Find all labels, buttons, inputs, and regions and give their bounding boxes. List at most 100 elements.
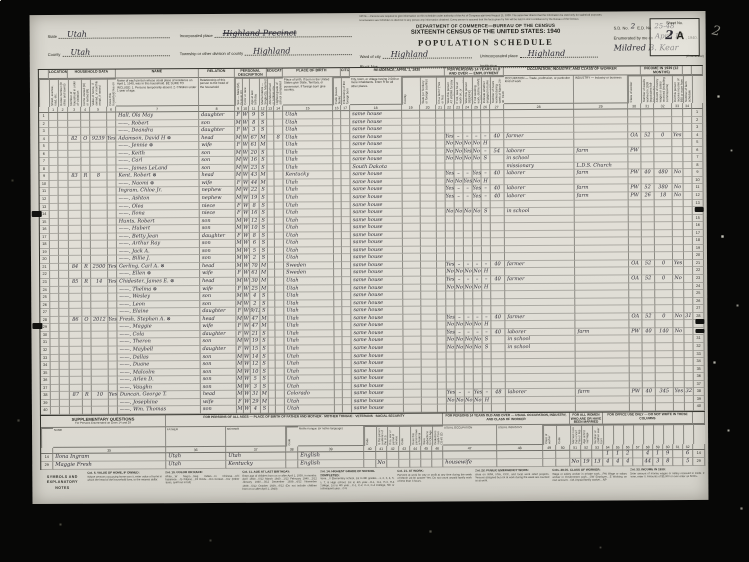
tenure: R <box>82 391 92 400</box>
value <box>91 301 109 309</box>
class <box>629 365 643 374</box>
supplementary-questions-table: SUPPLEMENTARY QUESTIONS For Persons Enume… <box>39 410 706 471</box>
line14-margin-stamp <box>31 210 42 218</box>
res_county <box>402 231 421 240</box>
sex: F <box>236 398 244 407</box>
race: W <box>242 164 250 173</box>
tenure <box>82 271 92 279</box>
code <box>333 148 342 157</box>
class: PW <box>629 328 643 336</box>
res_state <box>420 170 437 179</box>
wages <box>654 237 673 246</box>
note-body: Where persons occupying home own it, ent… <box>87 474 162 482</box>
ward-field: Ward of city Highland <box>360 49 472 59</box>
school <box>268 345 276 354</box>
race: W <box>242 134 250 142</box>
value: 10 <box>91 391 109 400</box>
grade <box>275 337 285 346</box>
class <box>629 396 643 404</box>
other_income: Yes <box>672 131 684 140</box>
class <box>628 139 642 148</box>
wages <box>655 305 674 314</box>
sheet-number-letter: A <box>676 30 685 43</box>
visit <box>69 331 83 340</box>
hours <box>490 140 505 148</box>
e2 <box>455 291 465 300</box>
wages <box>655 343 674 351</box>
cell <box>342 397 352 406</box>
e5: – <box>482 276 492 284</box>
e3 <box>463 125 473 134</box>
tenure <box>81 233 91 242</box>
e2: No <box>455 336 465 345</box>
line: 20 <box>692 252 705 260</box>
column-header: FATHER <box>166 426 227 448</box>
res_county <box>403 329 422 338</box>
ss1 <box>410 451 422 460</box>
e2: No <box>454 208 464 217</box>
hours <box>491 374 506 382</box>
farm_sched <box>684 380 694 389</box>
w3: 13 <box>592 458 604 467</box>
hours <box>491 321 506 330</box>
marital: M <box>260 270 269 278</box>
e3: No <box>463 140 473 149</box>
line: 21 <box>693 259 705 268</box>
age: 67 <box>249 134 260 142</box>
res_state <box>421 276 438 285</box>
sex: M <box>236 300 244 309</box>
marital: S <box>259 187 268 195</box>
hours <box>490 208 505 216</box>
line: 26 <box>693 297 705 306</box>
township-value: Highland <box>253 46 291 56</box>
farm <box>107 255 118 264</box>
column-header: Marital status — Single (S), Married (M)… <box>258 77 268 106</box>
race: W <box>243 375 251 384</box>
column-header: Name of each person whose usual place of… <box>115 78 200 107</box>
column-header: Class of worker <box>543 424 557 445</box>
line: 1 <box>39 112 50 121</box>
tenure <box>82 346 92 355</box>
column-header <box>643 424 654 445</box>
cell <box>342 322 352 331</box>
res_state <box>420 193 437 202</box>
weeks <box>642 320 656 329</box>
column-group: HOUSEHOLD DATA <box>67 69 116 79</box>
line: 10 <box>39 180 50 189</box>
class <box>629 298 643 306</box>
e1: No <box>446 321 456 330</box>
e1 <box>445 246 455 254</box>
tenure <box>82 376 92 385</box>
res_state <box>420 118 437 126</box>
ss3 <box>432 459 444 468</box>
school <box>267 209 275 218</box>
farm: Yes <box>108 263 118 272</box>
age: 61 <box>249 141 260 150</box>
e3 <box>463 246 473 254</box>
column-header: Is this person a veteran of the U.S. mil… <box>376 425 388 446</box>
wages <box>654 116 673 125</box>
tenure <box>81 195 91 204</box>
race: W <box>242 119 250 127</box>
class <box>543 458 557 467</box>
e1 <box>446 351 456 360</box>
age: 31 <box>250 390 261 399</box>
line: 25 <box>40 294 51 302</box>
cell <box>59 399 70 408</box>
weeks <box>642 358 656 366</box>
line29-right-stamp <box>695 318 705 325</box>
wages <box>654 177 673 185</box>
weeks <box>641 230 655 238</box>
enumerated-label: Enumerated by me on <box>613 35 654 41</box>
wages <box>654 139 673 147</box>
farm_sched <box>683 176 693 185</box>
relation: son <box>200 406 237 414</box>
age: 3 <box>250 383 261 391</box>
class <box>629 282 643 291</box>
race: W <box>242 141 250 150</box>
age: 16 <box>249 209 260 218</box>
e3 <box>464 291 474 300</box>
e3: – <box>464 389 474 398</box>
cell <box>58 158 69 166</box>
e1: Yes <box>446 329 456 337</box>
